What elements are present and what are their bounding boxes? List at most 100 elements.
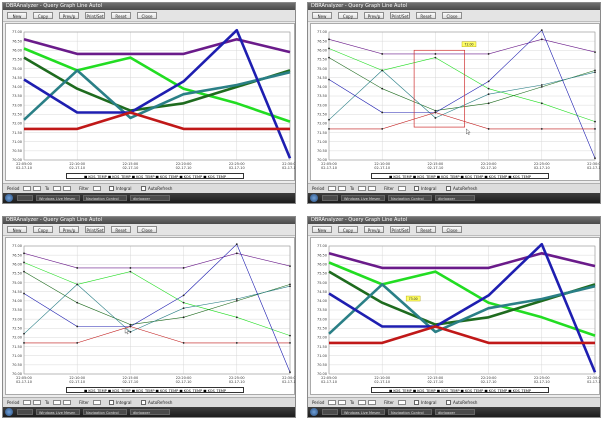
series-point xyxy=(76,283,79,286)
y-tick-label: 72.00 xyxy=(12,122,22,126)
y-tick-label: 72.00 xyxy=(317,122,327,126)
reset-button[interactable]: Reset xyxy=(111,12,131,19)
taskbar-item-navigation[interactable]: Navigation Control xyxy=(388,195,432,201)
taskbar-quicklaunch[interactable] xyxy=(322,409,338,415)
chart-svg: 77.00 76.50 76.00 75.50 75.00 74.50 74.00 73.50… xyxy=(12,28,295,170)
taskbar-item-dbrlogger[interactable]: dbrlogger xyxy=(130,409,170,415)
reset-button[interactable]: Reset xyxy=(416,12,436,19)
copy-button[interactable]: Copy xyxy=(33,226,53,233)
to-input[interactable] xyxy=(358,186,366,191)
prev-button[interactable]: Prev/p xyxy=(59,12,79,19)
new-button[interactable]: New xyxy=(7,12,27,19)
x-tick-label: 22:20:00 xyxy=(176,162,192,166)
taskbar-quicklaunch[interactable] xyxy=(322,195,338,201)
taskbar-item-windows-live[interactable]: Windows Live Mesen xyxy=(341,195,385,201)
period-input[interactable] xyxy=(23,186,31,191)
series-point xyxy=(235,243,238,246)
new-button[interactable]: New xyxy=(312,226,332,233)
filter-label: Filter xyxy=(384,400,394,405)
integral-checkbox[interactable] xyxy=(109,186,114,191)
y-tick-label: 73.00 xyxy=(12,103,22,107)
x-tick-label: 22:10:00 xyxy=(69,376,85,380)
start-orb-icon[interactable] xyxy=(310,408,318,416)
close-button[interactable]: Close xyxy=(137,12,157,19)
period-input[interactable] xyxy=(328,400,336,405)
period-unit-select[interactable] xyxy=(33,186,41,191)
series-line-2 xyxy=(328,57,596,111)
print-set-button[interactable]: Print/Set xyxy=(85,226,105,233)
taskbar-quicklaunch[interactable] xyxy=(17,409,33,415)
to-unit-select[interactable] xyxy=(368,186,376,191)
auto-refresh-checkbox[interactable] xyxy=(446,186,451,191)
new-button[interactable]: New xyxy=(312,12,332,19)
to-input[interactable] xyxy=(53,400,61,405)
taskbar-item-navigation[interactable]: Navigation Control xyxy=(83,409,127,415)
to-unit-select[interactable] xyxy=(63,400,71,405)
taskbar-item-dbrlogger[interactable]: dbrlogger xyxy=(130,195,170,201)
x-tick-label: 22:05:00 xyxy=(321,162,337,166)
integral-checkbox[interactable] xyxy=(109,400,114,405)
filter-input[interactable] xyxy=(398,400,406,405)
x-tick-label: 22:20:00 xyxy=(481,162,497,166)
period-unit-select[interactable] xyxy=(338,186,346,191)
print-set-button[interactable]: Print/Set xyxy=(85,12,105,19)
taskbar-item-windows-live[interactable]: Windows Live Mesen xyxy=(36,409,80,415)
reset-button[interactable]: Reset xyxy=(111,226,131,233)
to-input[interactable] xyxy=(358,400,366,405)
x-tick-label: 22:10:00 xyxy=(69,162,85,166)
taskbar-item-windows-live[interactable]: Windows Live Mesen xyxy=(36,195,80,201)
filter-input[interactable] xyxy=(93,400,101,405)
period-input[interactable] xyxy=(23,400,31,405)
period-unit-select[interactable] xyxy=(338,400,346,405)
close-button[interactable]: Close xyxy=(137,226,157,233)
period-label: Period xyxy=(7,186,20,191)
copy-button[interactable]: Copy xyxy=(338,12,358,19)
period-unit-select[interactable] xyxy=(33,400,41,405)
prev-button[interactable]: Prev/p xyxy=(59,226,79,233)
line-chart[interactable]: 77.00 76.50 76.00 75.50 75.00 74.50 74.00 73.50… xyxy=(5,237,295,395)
line-chart[interactable]: 77.00 76.50 76.00 75.50 75.00 74.50 74.00 73.50… xyxy=(5,23,295,181)
mouse-cursor-icon xyxy=(124,327,130,335)
to-unit-select[interactable] xyxy=(368,400,376,405)
series-point xyxy=(434,117,437,119)
prev-button[interactable]: Prev/p xyxy=(364,226,384,233)
copy-button[interactable]: Copy xyxy=(338,226,358,233)
filter-input[interactable] xyxy=(398,186,406,191)
window-title: DBRAnalyzer - Query Graph Line Autol xyxy=(3,3,295,10)
x-tick-label: 22:15:00 xyxy=(123,376,139,380)
taskbar-item-navigation[interactable]: Navigation Control xyxy=(83,195,127,201)
auto-refresh-checkbox[interactable] xyxy=(141,400,146,405)
start-orb-icon[interactable] xyxy=(5,408,13,416)
to-unit-select[interactable] xyxy=(63,186,71,191)
new-button[interactable]: New xyxy=(7,226,27,233)
integral-checkbox[interactable] xyxy=(414,186,419,191)
taskbar-item-dbrlogger[interactable]: dbrlogger xyxy=(435,409,475,415)
series-point xyxy=(129,323,132,326)
taskbar-item-navigation[interactable]: Navigation Control xyxy=(388,409,432,415)
taskbar-quicklaunch[interactable] xyxy=(17,195,33,201)
close-button[interactable]: Close xyxy=(442,12,462,19)
start-orb-icon[interactable] xyxy=(5,194,13,202)
auto-refresh-checkbox[interactable] xyxy=(446,400,451,405)
y-tick-label: 70.50 xyxy=(317,363,327,367)
plot-area xyxy=(23,31,291,161)
auto-refresh-checkbox[interactable] xyxy=(141,186,146,191)
copy-button[interactable]: Copy xyxy=(33,12,53,19)
reset-button[interactable]: Reset xyxy=(416,226,436,233)
line-chart[interactable]: 77.00 76.50 76.00 75.50 75.00 74.50 74.00 73.50… xyxy=(310,23,600,181)
series-point xyxy=(182,301,185,304)
series-point xyxy=(76,325,79,328)
integral-checkbox[interactable] xyxy=(414,400,419,405)
x-tick-label: 02-17-10 xyxy=(321,380,337,384)
start-orb-icon[interactable] xyxy=(310,194,318,202)
filter-input[interactable] xyxy=(93,186,101,191)
period-input[interactable] xyxy=(328,186,336,191)
print-set-button[interactable]: Print/Set xyxy=(390,12,410,19)
print-set-button[interactable]: Print/Set xyxy=(390,226,410,233)
taskbar-item-dbrlogger[interactable]: dbrlogger xyxy=(435,195,475,201)
taskbar-item-windows-live[interactable]: Windows Live Mesen xyxy=(341,409,385,415)
line-chart[interactable]: 77.00 76.50 76.00 75.50 75.00 74.50 74.00 73.50… xyxy=(310,237,600,395)
prev-button[interactable]: Prev/p xyxy=(364,12,384,19)
close-button[interactable]: Close xyxy=(442,226,462,233)
to-input[interactable] xyxy=(53,186,61,191)
